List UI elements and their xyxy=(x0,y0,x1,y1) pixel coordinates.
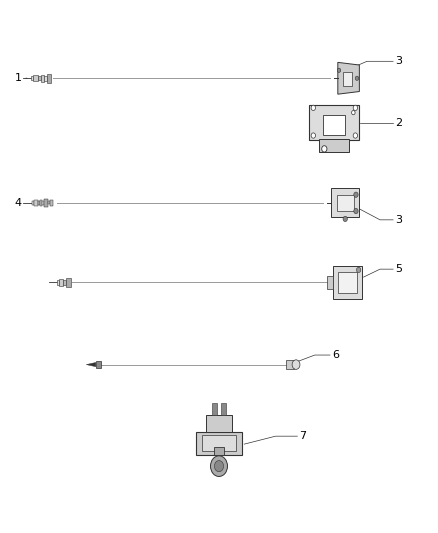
Bar xyxy=(327,276,332,289)
Bar xyxy=(48,201,49,205)
Text: 4: 4 xyxy=(14,198,21,208)
Bar xyxy=(221,403,226,415)
Circle shape xyxy=(354,208,358,214)
Polygon shape xyxy=(338,62,359,94)
Bar xyxy=(59,279,63,286)
Bar xyxy=(66,278,71,287)
Bar xyxy=(40,200,42,206)
Circle shape xyxy=(311,105,315,110)
Bar xyxy=(41,75,44,82)
Circle shape xyxy=(352,110,355,115)
Bar xyxy=(309,104,359,140)
Bar xyxy=(213,447,225,455)
Bar xyxy=(57,280,59,285)
Circle shape xyxy=(354,192,358,197)
Bar xyxy=(201,435,237,451)
Circle shape xyxy=(311,133,315,138)
Bar xyxy=(206,415,232,432)
Bar xyxy=(42,201,45,205)
Circle shape xyxy=(322,146,327,152)
Bar xyxy=(332,266,362,299)
Circle shape xyxy=(357,267,361,272)
Text: 5: 5 xyxy=(395,264,402,274)
Circle shape xyxy=(292,360,300,369)
Bar xyxy=(38,201,40,205)
Text: 3: 3 xyxy=(395,56,402,66)
Text: 6: 6 xyxy=(332,350,339,360)
Bar xyxy=(33,75,38,82)
Text: 3: 3 xyxy=(395,215,402,225)
Bar xyxy=(323,115,345,134)
Text: 2: 2 xyxy=(395,118,403,128)
Polygon shape xyxy=(86,362,96,367)
Circle shape xyxy=(215,461,223,472)
Circle shape xyxy=(211,456,227,477)
Bar xyxy=(49,200,53,206)
Text: 7: 7 xyxy=(300,431,307,441)
Circle shape xyxy=(355,76,359,80)
Bar xyxy=(96,361,101,368)
Bar xyxy=(32,201,34,205)
Circle shape xyxy=(337,68,341,72)
Circle shape xyxy=(353,133,357,138)
Text: 1: 1 xyxy=(14,73,21,83)
Bar xyxy=(47,74,50,83)
Bar xyxy=(286,360,294,369)
Bar xyxy=(338,272,357,293)
Bar xyxy=(31,76,33,80)
Bar xyxy=(34,200,38,206)
Bar xyxy=(331,188,359,217)
Bar xyxy=(196,432,242,455)
Bar xyxy=(337,195,354,211)
Circle shape xyxy=(353,105,357,110)
Bar xyxy=(44,76,47,81)
Bar xyxy=(45,199,48,207)
Circle shape xyxy=(343,216,347,222)
Bar xyxy=(38,76,41,80)
Bar xyxy=(319,139,350,152)
Bar xyxy=(63,280,66,285)
Bar xyxy=(343,71,352,86)
Bar xyxy=(212,403,217,415)
